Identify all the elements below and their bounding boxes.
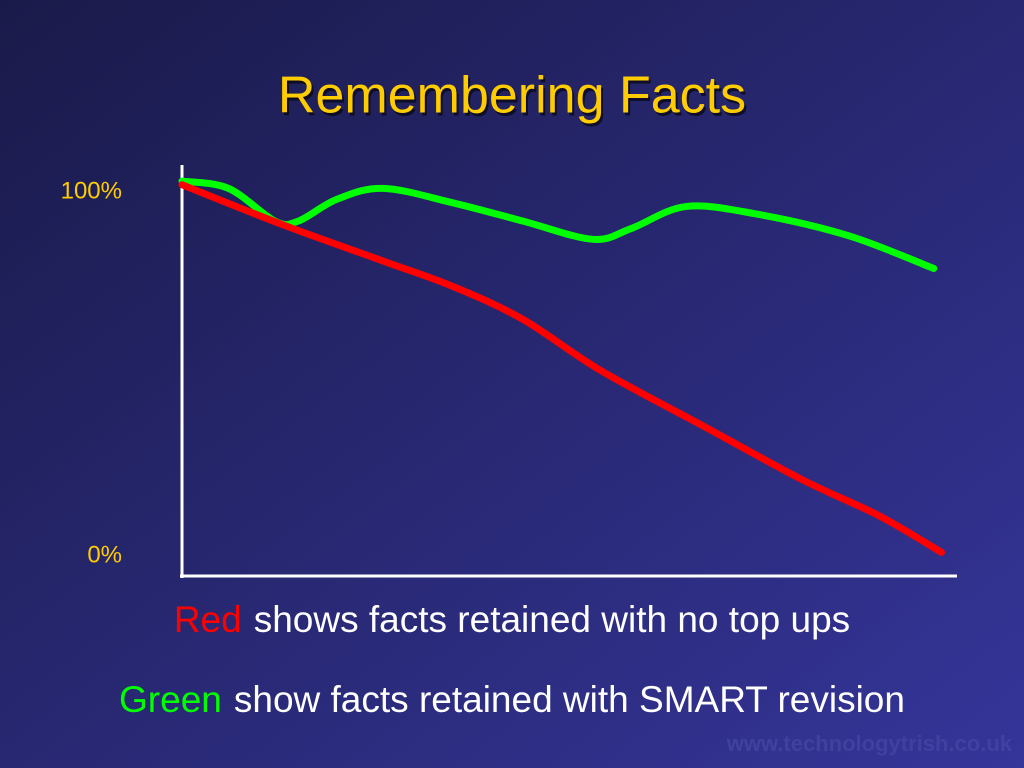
line (178, 181, 945, 556)
chart-title: Remembering Facts (278, 67, 746, 125)
legend-entry: Red shows facts retained with no top ups (174, 599, 850, 640)
legend-name: Red (174, 599, 242, 640)
legend-description: shows facts retained with no top ups (254, 599, 850, 640)
legend-description: show facts retained with SMART revision (234, 679, 905, 720)
legend-entry: Green show facts retained with SMART revi… (119, 679, 905, 720)
legend-name: Green (119, 679, 222, 720)
y-tick-label: 0% (87, 541, 122, 568)
watermark: www.technologytrish.co.uk (726, 731, 1013, 756)
y-tick-label: 100% (61, 177, 122, 204)
title-shadow: Remembering Facts (280, 70, 748, 128)
